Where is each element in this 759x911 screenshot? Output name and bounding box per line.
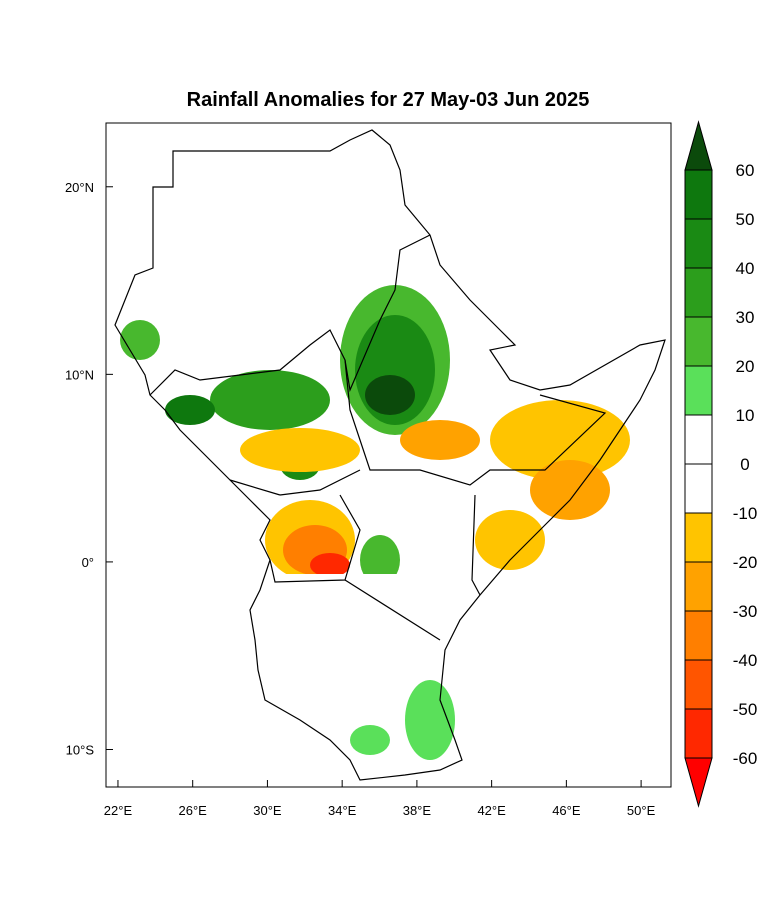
colorbar-segment: [684, 512, 713, 563]
borders: [114, 129, 666, 781]
colorbar-label: 10: [736, 406, 755, 425]
dry-area: [490, 400, 630, 480]
x-tick-label: 26°E: [179, 803, 208, 818]
x-tick-label: 34°E: [328, 803, 357, 818]
dry-area: [475, 510, 545, 570]
colorbar-segment: [684, 365, 713, 416]
colorbar-extend-bottom: [684, 757, 713, 808]
colorbar-label: -40: [733, 651, 758, 670]
wet-area: [120, 320, 160, 360]
y-tick-label: 10°S: [66, 742, 95, 757]
colorbar-label: 50: [736, 210, 755, 229]
colorbar: 60 50 40 30 20 10 0 -10 -20 -30 -40 -50 -60: [684, 120, 758, 808]
wet-area: [365, 375, 415, 415]
colorbar-extend-top: [684, 120, 713, 171]
colorbar-label: 20: [736, 357, 755, 376]
colorbar-segment: [684, 414, 713, 465]
dry-area: [240, 428, 360, 472]
colorbar-label: 0: [740, 455, 749, 474]
dry-area: [400, 420, 480, 460]
y-tick-label: 0°: [82, 555, 94, 570]
wet-area: [165, 395, 215, 425]
country-border: [344, 494, 481, 641]
colorbar-label: -30: [733, 602, 758, 621]
colorbar-label: -50: [733, 700, 758, 719]
map-title: Rainfall Anomalies for 27 May-03 Jun 202…: [187, 89, 590, 111]
wet-area: [405, 680, 455, 760]
colorbar-label: 30: [736, 308, 755, 327]
country-border: [149, 234, 431, 396]
map-frame: [105, 122, 672, 788]
colorbar-segment: [684, 169, 713, 220]
colorbar-segment: [684, 561, 713, 612]
colorbar-segment: [684, 463, 713, 514]
dry-area: [310, 553, 350, 577]
wet-area: [210, 370, 330, 430]
graticule-ticks: 22°E 26°E 30°E 34°E 38°E 42°E 46°E 50°E 20°N 10°N…: [65, 180, 656, 818]
x-tick-label: 46°E: [552, 803, 581, 818]
region-outline: [114, 129, 666, 781]
country-border: [344, 359, 607, 486]
colorbar-segment: [684, 218, 713, 269]
colorbar-segment: [684, 708, 713, 759]
anomaly-fields: [106, 285, 630, 760]
colorbar-label: 40: [736, 259, 755, 278]
x-tick-label: 42°E: [477, 803, 506, 818]
x-tick-label: 22°E: [104, 803, 133, 818]
wet-area: [350, 725, 390, 755]
colorbar-label: 60: [736, 161, 755, 180]
colorbar-label: -20: [733, 553, 758, 572]
y-tick-label: 20°N: [65, 180, 94, 195]
colorbar-label: -60: [733, 749, 758, 768]
colorbar-label: -10: [733, 504, 758, 523]
colorbar-segment: [684, 659, 713, 710]
colorbar-segment: [684, 316, 713, 367]
lake-mask: [106, 574, 406, 634]
x-tick-label: 38°E: [403, 803, 432, 818]
country-border: [229, 479, 281, 496]
x-tick-label: 50°E: [627, 803, 656, 818]
colorbar-segment: [684, 610, 713, 661]
y-tick-label: 10°N: [65, 367, 94, 382]
x-tick-label: 30°E: [253, 803, 282, 818]
colorbar-segment: [684, 267, 713, 318]
wet-area: [360, 535, 400, 585]
dry-area: [530, 460, 610, 520]
